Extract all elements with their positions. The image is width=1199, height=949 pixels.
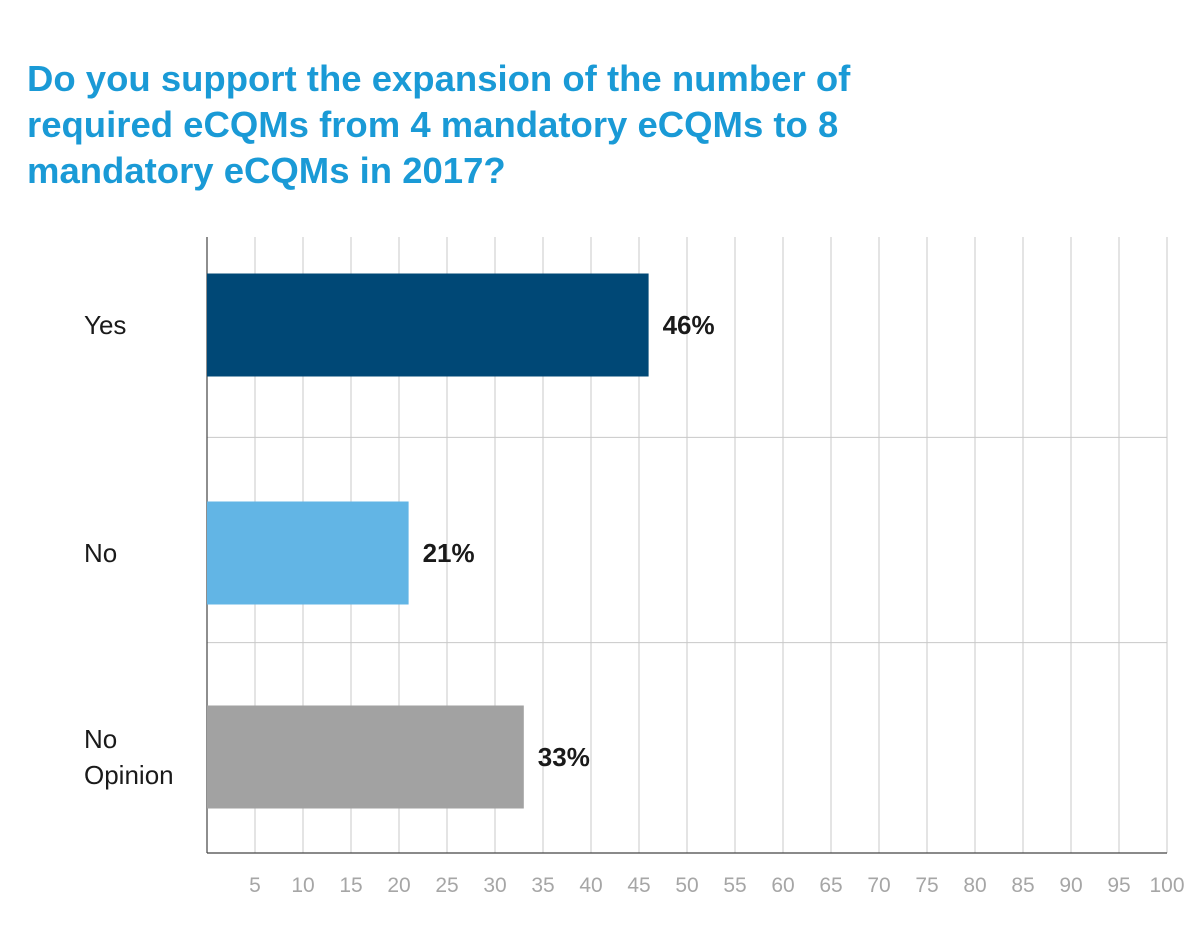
bar-no-opinion bbox=[207, 705, 524, 809]
x-tick-label: 10 bbox=[291, 874, 314, 897]
x-axis-ticks: 5 10 15 20 25 30 35 40 45 50 55 60 65 70 75 80 85 90 95 100 bbox=[249, 874, 1184, 897]
x-tick-label: 75 bbox=[915, 874, 938, 897]
value-label: 33% bbox=[538, 742, 590, 772]
category-label: No bbox=[84, 538, 117, 568]
category-label-line: Opinion bbox=[84, 760, 174, 790]
x-tick-label: 90 bbox=[1059, 874, 1082, 897]
category-label-line: Yes bbox=[84, 310, 126, 340]
x-tick-label: 35 bbox=[531, 874, 554, 897]
category-label-line: No bbox=[84, 538, 117, 568]
x-tick-label: 80 bbox=[963, 874, 986, 897]
x-tick-label: 70 bbox=[867, 874, 890, 897]
category-label: Yes bbox=[84, 310, 126, 340]
chart-title: Do you support the expansion of the numb… bbox=[27, 58, 851, 191]
x-tick-label: 85 bbox=[1011, 874, 1034, 897]
x-tick-label: 25 bbox=[435, 874, 458, 897]
x-tick-label: 65 bbox=[819, 874, 842, 897]
x-tick-label: 5 bbox=[249, 874, 261, 897]
labels: Yes 46% No 21% No Opinion 33% bbox=[84, 310, 715, 790]
category-label: No Opinion bbox=[84, 724, 174, 790]
value-label: 46% bbox=[663, 310, 715, 340]
x-tick-label: 30 bbox=[483, 874, 506, 897]
x-tick-label: 15 bbox=[339, 874, 362, 897]
x-tick-label: 20 bbox=[387, 874, 410, 897]
bar-yes bbox=[207, 273, 649, 377]
bar-no bbox=[207, 501, 409, 605]
x-tick-label: 45 bbox=[627, 874, 650, 897]
category-label-line: No bbox=[84, 724, 117, 754]
x-tick-label: 60 bbox=[771, 874, 794, 897]
x-tick-label: 55 bbox=[723, 874, 746, 897]
value-label: 21% bbox=[423, 538, 475, 568]
bars bbox=[207, 273, 649, 809]
x-tick-label: 95 bbox=[1107, 874, 1130, 897]
x-tick-label: 50 bbox=[675, 874, 698, 897]
x-tick-label: 40 bbox=[579, 874, 602, 897]
x-tick-label: 100 bbox=[1149, 874, 1184, 897]
